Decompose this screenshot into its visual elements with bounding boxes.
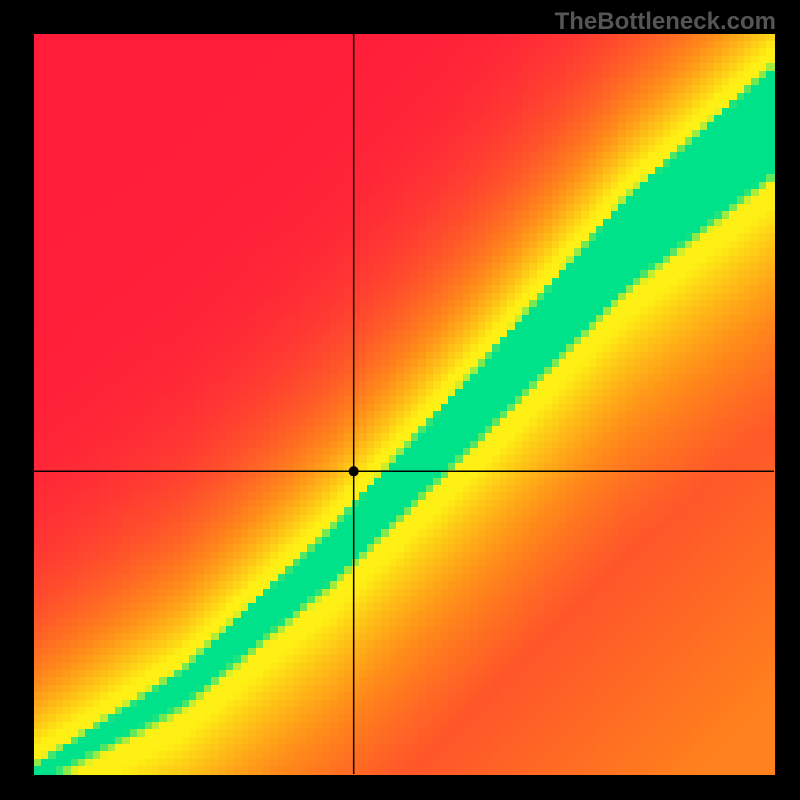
watermark-text: TheBottleneck.com (555, 8, 776, 36)
chart-container: { "watermark": { "text": "TheBottleneck.… (0, 0, 800, 800)
bottleneck-heatmap (0, 0, 800, 800)
